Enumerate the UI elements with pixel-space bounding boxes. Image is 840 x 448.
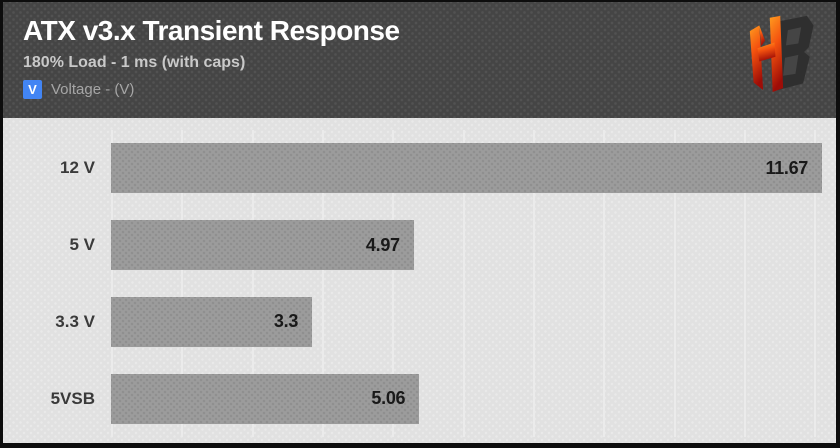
voltage-series-swatch-icon[interactable]: V [23, 80, 42, 99]
category-label: 5VSB [50, 388, 95, 408]
value-bar: 4.97 [111, 220, 414, 271]
chart-inner: ATX v3.x Transient Response 180% Load - … [3, 2, 836, 443]
gridline [673, 130, 676, 437]
chart-row: 5 V 4.97 [3, 207, 836, 284]
chart-row: 5VSB 5.06 [3, 360, 836, 437]
gridline [111, 130, 113, 437]
gridline-group [111, 130, 836, 437]
bar-value-label: 4.97 [365, 234, 400, 255]
bar-track: 5.06 [111, 360, 836, 437]
gridline [251, 130, 254, 437]
bar-value-label: 11.67 [765, 157, 808, 178]
chart-row: 3.3 V 3.3 [3, 284, 836, 361]
gridline [181, 130, 184, 437]
legend[interactable]: V Voltage - (V) [23, 80, 836, 99]
value-bar: 11.67 [111, 143, 822, 194]
category-label: 3.3 V [55, 311, 95, 331]
chart-subtitle: 180% Load - 1 ms (with caps) [23, 54, 246, 71]
chart-header: ATX v3.x Transient Response 180% Load - … [3, 2, 836, 118]
bar-track: 11.67 [111, 130, 836, 207]
chart-row: 12 V 11.67 [3, 130, 836, 207]
value-bar: 3.3 [111, 296, 312, 347]
bar-chart-plot-area: 12 V 11.67 5 V 4.97 3.3 V 3.3 5VSB 5.06 [3, 118, 836, 443]
legend-label: Voltage - (V) [51, 81, 135, 98]
bar-rows: 12 V 11.67 5 V 4.97 3.3 V 3.3 5VSB 5.06 [3, 130, 836, 437]
hardware-busters-logo-icon [749, 15, 814, 92]
chart-title: ATX v3.x Transient Response [23, 15, 400, 46]
bar-track: 4.97 [111, 207, 836, 284]
gridline [743, 130, 746, 437]
category-label: 5 V [69, 235, 95, 255]
bar-value-label: 5.06 [371, 388, 406, 409]
gridline [392, 130, 395, 437]
category-label: 12 V [60, 158, 95, 178]
gridline [321, 130, 324, 437]
gridline [603, 130, 606, 437]
bar-value-label: 3.3 [273, 311, 299, 332]
bar-track: 3.3 [111, 284, 836, 361]
gridline [814, 130, 817, 437]
gridline [462, 130, 465, 437]
value-bar: 5.06 [111, 373, 419, 424]
gridline [532, 130, 535, 437]
